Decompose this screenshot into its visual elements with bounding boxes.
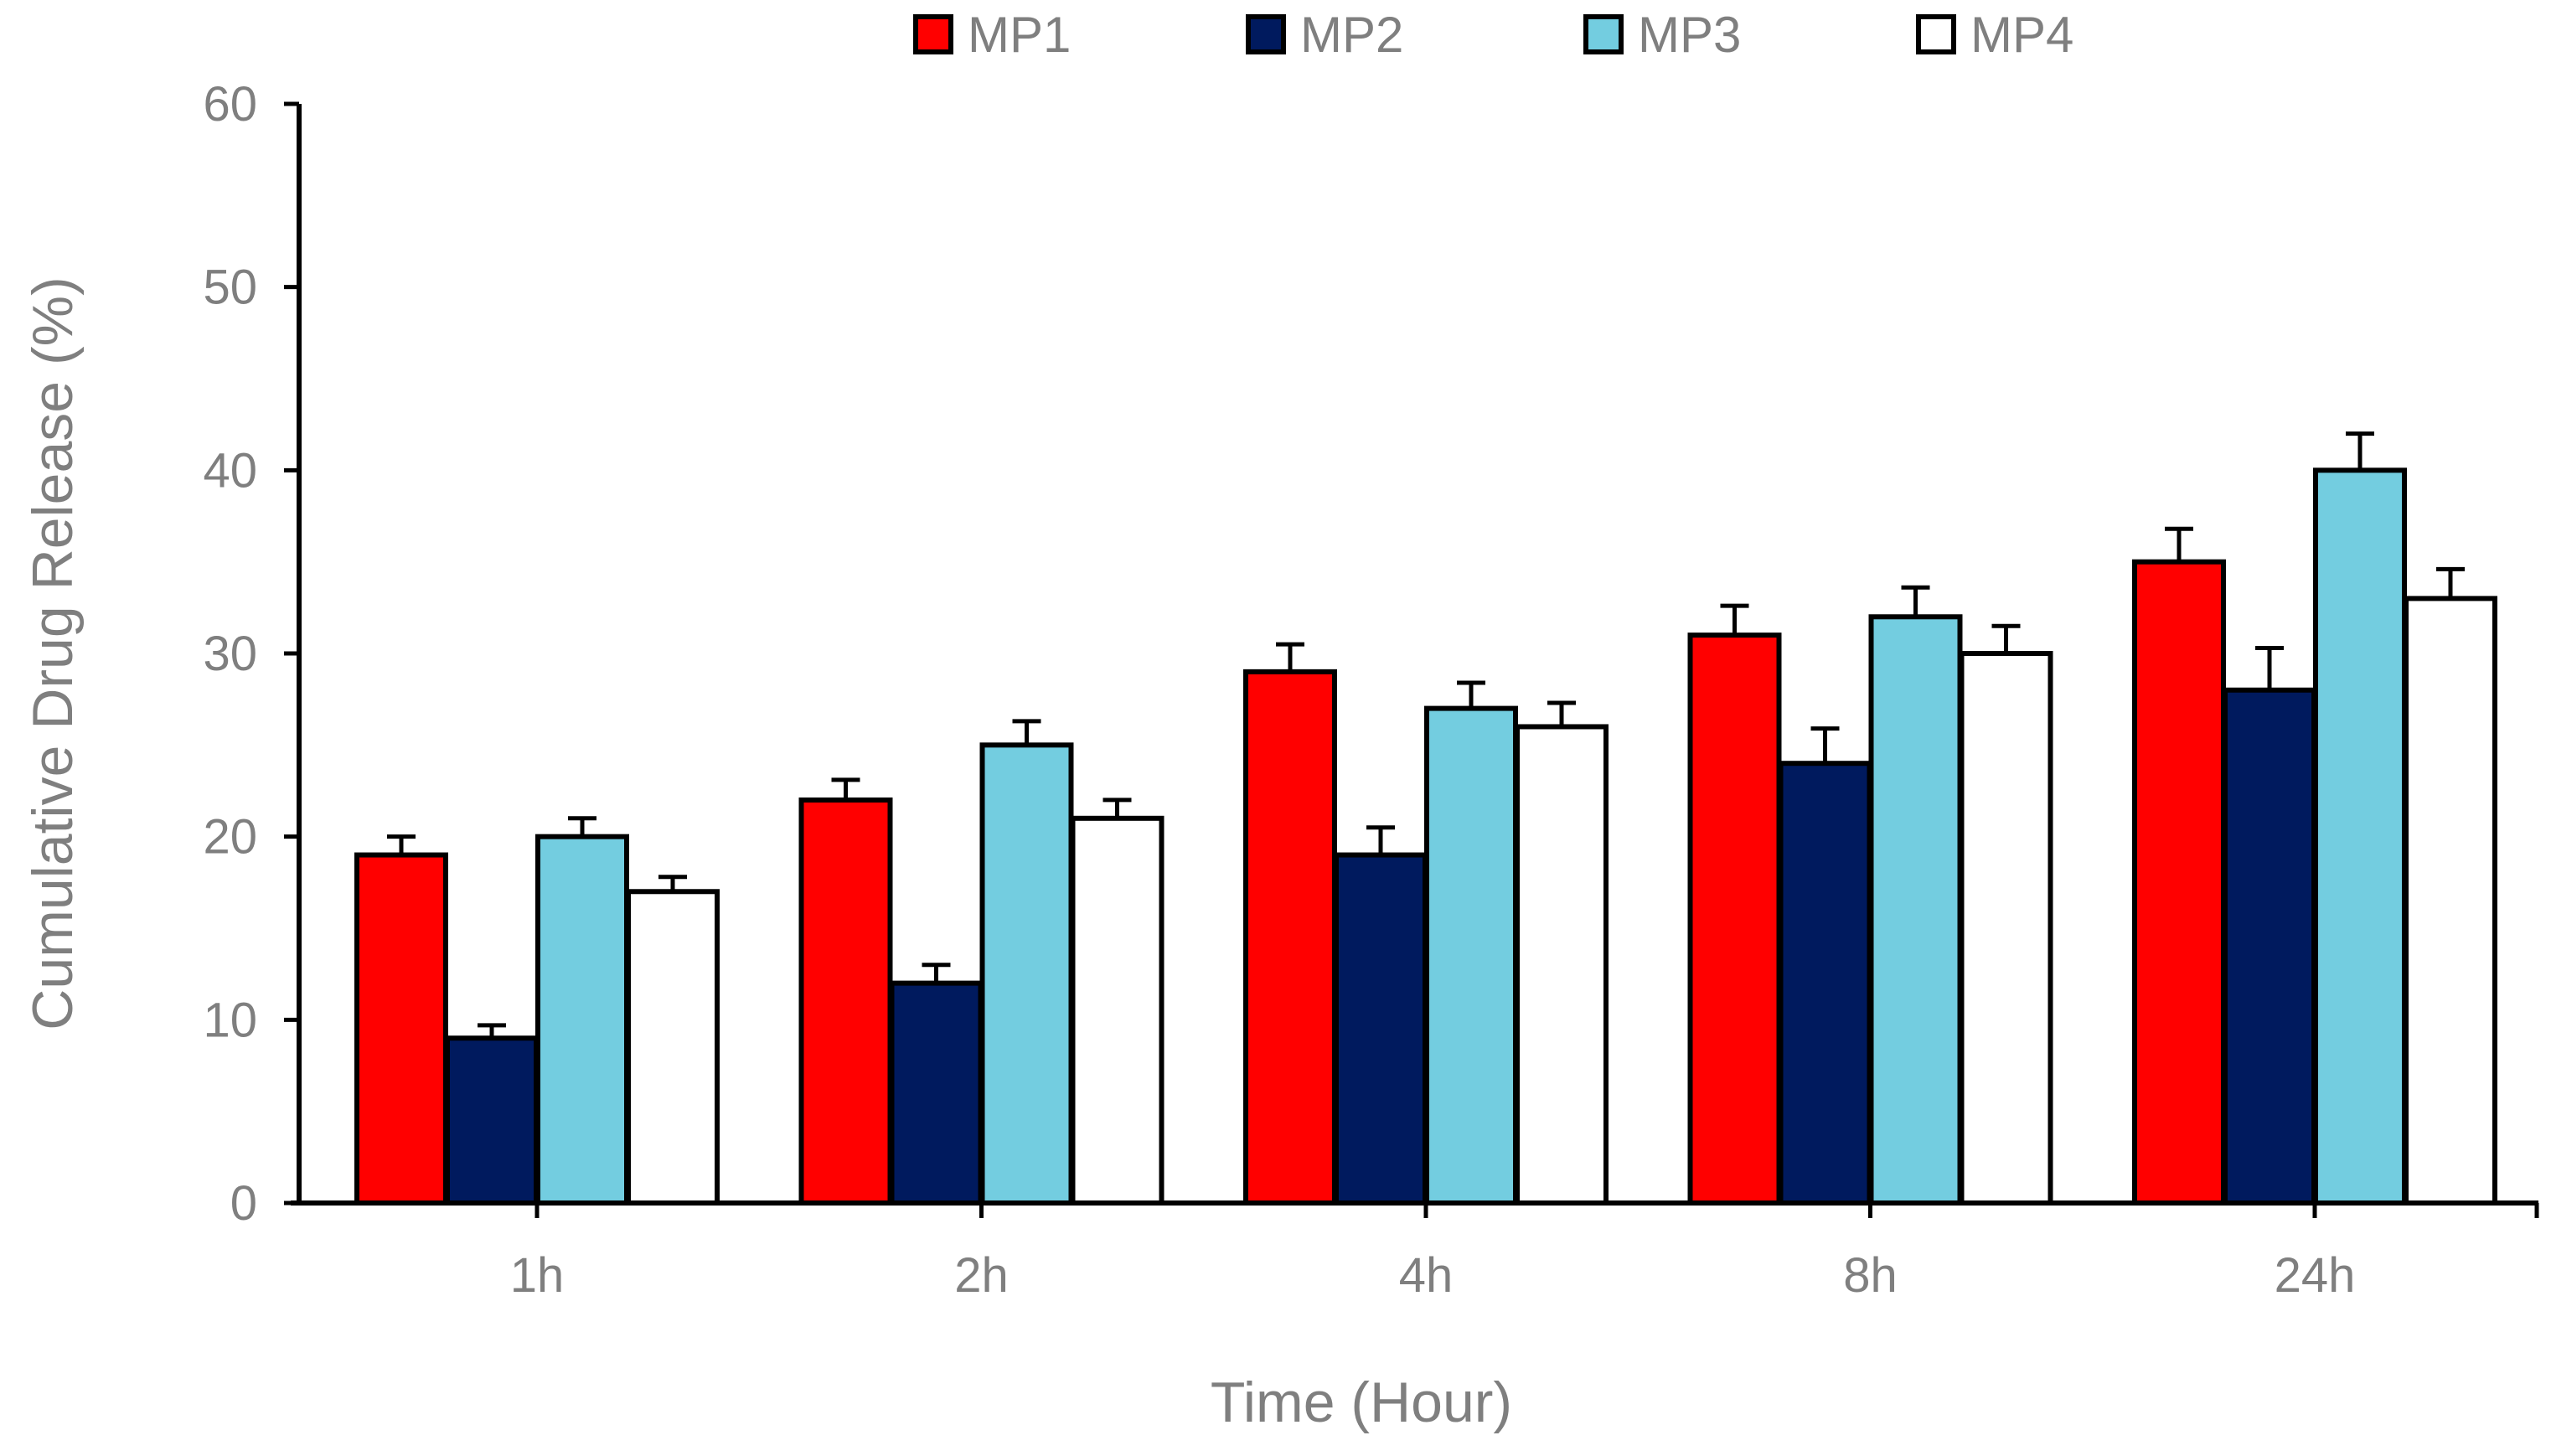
x-tick-label-4h: 4h — [1399, 1248, 1454, 1303]
bar-mp4-24h — [2404, 596, 2497, 1206]
bar-mp2-4h — [1334, 852, 1428, 1206]
x-tick-label-8h: 8h — [1843, 1248, 1898, 1303]
y-tick-label: 20 — [203, 810, 257, 865]
legend-label-mp2: MP2 — [1300, 7, 1403, 63]
bar-mp1-24h — [2132, 559, 2226, 1206]
y-tick-label: 0 — [230, 1176, 257, 1231]
y-tick-label: 40 — [203, 443, 257, 498]
bar-mp3-1h — [535, 834, 629, 1206]
legend-label-mp3: MP3 — [1638, 7, 1741, 63]
x-tick-label-2h: 2h — [954, 1248, 1009, 1303]
bar-mp3-24h — [2313, 467, 2407, 1206]
bar-series — [354, 431, 2497, 1206]
bar-mp4-8h — [1959, 651, 2053, 1206]
y-tick-label: 30 — [203, 627, 257, 681]
legend-swatch-mp1 — [913, 14, 953, 54]
bar-mp2-1h — [445, 1035, 539, 1206]
bar-mp1-2h — [798, 797, 893, 1206]
bar-mp3-4h — [1424, 705, 1518, 1206]
bar-mp3-2h — [979, 742, 1074, 1206]
y-axis-label: Cumulative Drug Release (%) — [21, 276, 85, 1030]
y-tick-label: 50 — [203, 261, 257, 315]
bar-mp4-2h — [1070, 815, 1164, 1206]
y-tick-label: 10 — [203, 993, 257, 1047]
bar-mp1-8h — [1687, 632, 1782, 1206]
bar-mp1-4h — [1243, 669, 1337, 1206]
bar-mp1-1h — [354, 852, 448, 1206]
x-tick-label-1h: 1h — [510, 1248, 565, 1303]
x-axis-label: Time (Hour) — [1211, 1371, 1512, 1434]
y-axis-ticks: 0 10 20 30 40 50 60 — [203, 77, 299, 1231]
legend-label-mp4: MP4 — [1970, 7, 2073, 63]
bar-mp4-1h — [626, 889, 720, 1206]
legend-swatch-mp3 — [1583, 14, 1624, 54]
bar-mp3-8h — [1868, 614, 1963, 1206]
legend-label-mp1: MP1 — [968, 7, 1071, 63]
legend-swatch-mp4 — [1916, 14, 1956, 54]
bar-mp4-4h — [1515, 724, 1609, 1206]
bar-mp2-24h — [2223, 687, 2316, 1206]
y-tick-label: 60 — [203, 77, 257, 132]
bar-mp2-2h — [889, 980, 984, 1206]
legend-swatch-mp2 — [1246, 14, 1286, 54]
x-tick-label-24h: 24h — [2275, 1248, 2356, 1303]
x-axis-ticks: 1h 2h 4h 8h 24h — [510, 1203, 2539, 1303]
legend: MP1 MP2 MP3 MP4 — [913, 7, 2073, 63]
bar-mp2-8h — [1778, 761, 1872, 1206]
